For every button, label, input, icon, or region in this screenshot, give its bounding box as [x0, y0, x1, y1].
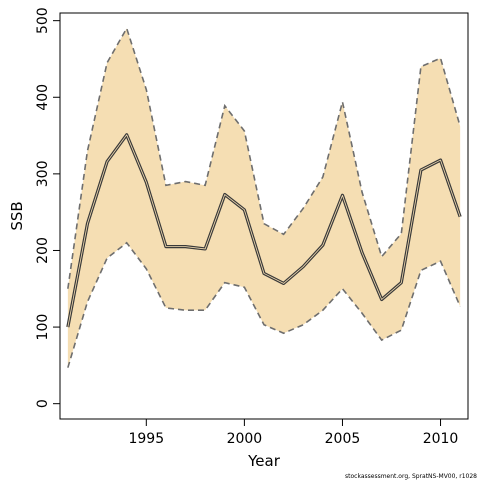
x-tick-label: 2005 — [325, 431, 361, 447]
y-tick-label: 100 — [35, 314, 51, 341]
x-tick-label: 2000 — [227, 431, 263, 447]
ssb-estimate-line-highlight — [67, 134, 461, 328]
x-axis-title: Year — [247, 452, 281, 470]
x-tick-label: 2010 — [423, 431, 459, 447]
x-tick-label: 1995 — [128, 431, 164, 447]
confidence-band-area — [67, 28, 461, 368]
y-tick-label: 500 — [35, 7, 51, 34]
confidence-band — [67, 26, 461, 368]
y-axis: 0 100 200 300 400 500 — [35, 7, 60, 408]
y-tick-label: 0 — [35, 399, 51, 408]
estimate-line-group — [66, 133, 462, 328]
y-tick-label: 400 — [35, 84, 51, 111]
upper-bound-line — [67, 26, 461, 289]
footer-credit: stockassessment.org, SpratNS-MV00, r1028 — [345, 473, 477, 480]
y-tick-label: 200 — [35, 237, 51, 264]
lower-bound-line — [67, 241, 461, 368]
x-axis: 1995 2000 2005 2010 — [128, 419, 458, 447]
y-tick-label: 300 — [35, 161, 51, 188]
plot-frame — [59, 12, 469, 420]
y-axis-title: SSB — [8, 201, 26, 230]
